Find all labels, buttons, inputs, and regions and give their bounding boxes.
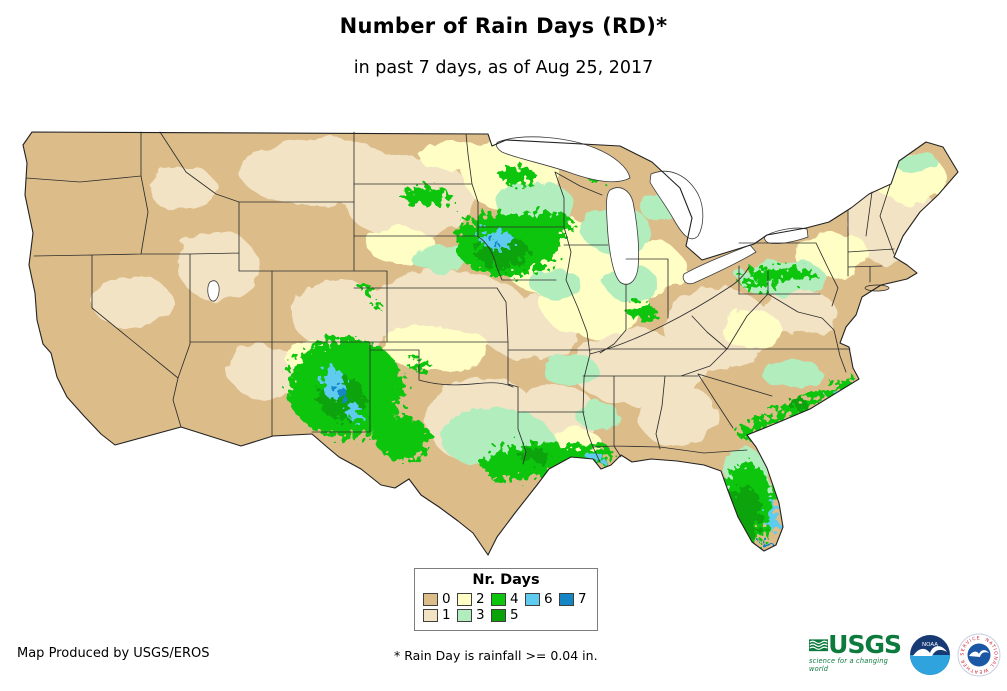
us-rain-days-map [22,131,959,556]
legend-item-0: 0 [423,591,456,607]
legend-item-7: 7 [559,591,592,607]
legend-title: Nr. Days [472,572,540,588]
producer-credit: Map Produced by USGS/EROS [17,646,210,661]
lake-michigan [606,187,640,285]
great-lakes [207,136,809,302]
nws-logo: NATIONAL WEATHER SERVICE [957,633,1001,677]
legend-item-5: 5 [491,607,524,623]
legend-swatch-6 [525,592,540,606]
legend-item-1: 1 [423,607,456,623]
legend-item-6: 6 [525,591,558,607]
legend-item-2: 2 [457,591,490,607]
map-title: Number of Rain Days (RD)* [339,14,668,38]
lake-ontario [764,227,809,245]
legend-swatch-4 [491,592,506,606]
great-salt-lake [207,280,220,302]
usgs-tagline: science for a changing world [809,657,889,673]
rain-day-footnote: * Rain Day is rainfall >= 0.04 in. [394,648,598,663]
legend-swatch-2 [457,592,472,606]
legend-item-4: 4 [491,591,524,607]
lake-superior [495,136,631,183]
legend-swatch-3 [457,608,472,622]
map-land [23,132,958,555]
lake-huron [649,170,704,240]
legend-swatch-7 [559,592,574,606]
us-outline [22,131,959,556]
legend-swatch-5 [491,608,506,622]
agency-logos: USGS science for a changing world NOAA N… [809,630,1001,677]
noaa-wordmark: NOAA [922,642,938,648]
map-subtitle: in past 7 days, as of Aug 25, 2017 [353,58,654,78]
noaa-logo: NOAA [910,635,950,675]
usgs-wave-icon [809,639,829,652]
usgs-logo: USGS science for a changing world [809,630,902,676]
legend-swatch-0 [423,592,438,606]
usgs-wordmark: USGS [828,630,902,659]
state-borders [25,131,895,465]
legend-item-3: 3 [457,607,490,623]
lake-erie [682,244,757,285]
legend-swatch-1 [423,608,438,622]
legend: Nr. Days 0 1 2 3 4 5 6 7 [414,568,598,631]
legend-grid: 0 1 2 3 4 5 6 7 [415,588,597,623]
